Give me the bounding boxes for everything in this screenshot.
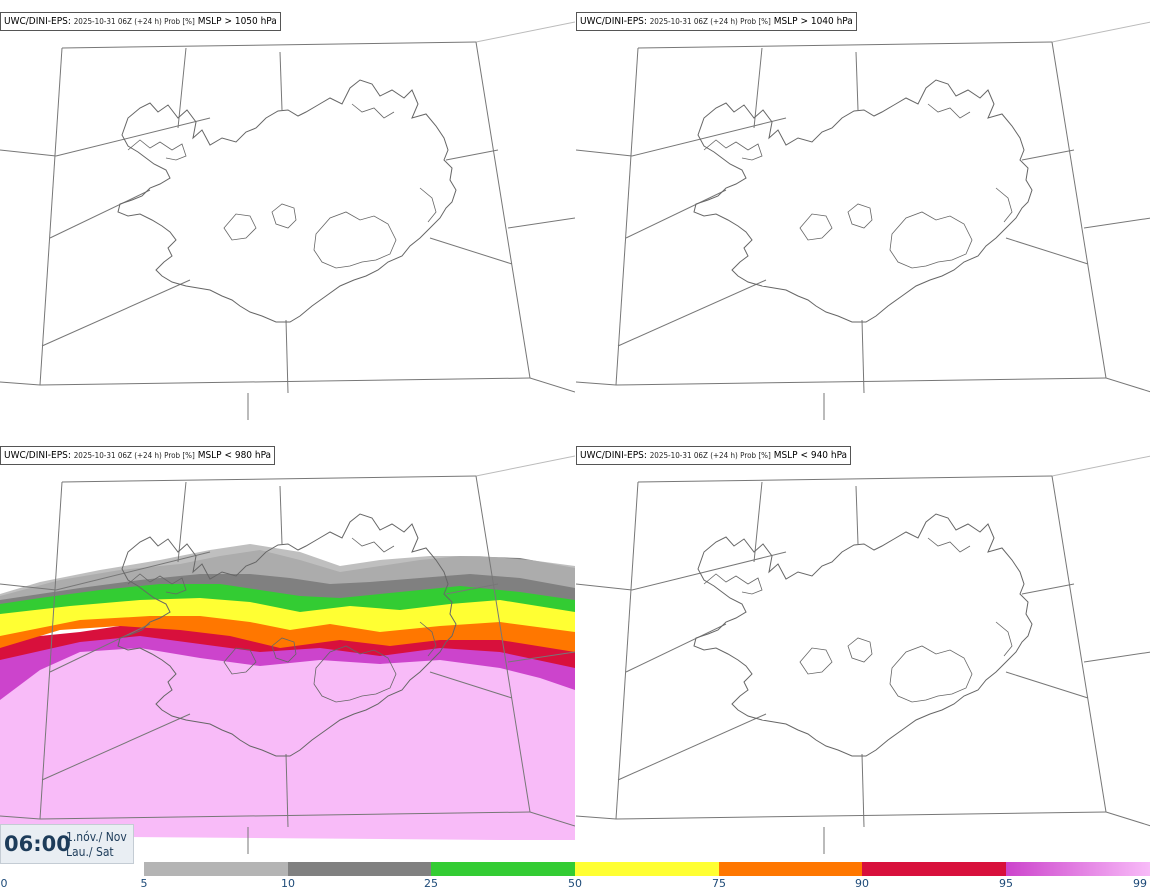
panel-title-2: UWC/DINI-EPS: 2025-10-31 06Z (+24 h) Pro… <box>576 12 857 31</box>
prob-band-95-99 <box>0 632 575 840</box>
legend-tick-0: 0 <box>0 877 8 890</box>
legend-bin-25-50 <box>431 862 575 876</box>
valid-date-line2: Lau./ Sat <box>66 845 114 859</box>
run-label: 2025-10-31 06Z (+24 h) Prob [%] <box>73 451 195 460</box>
valid-time: 06:00 <box>4 832 71 856</box>
prob-band-5 <box>0 544 575 600</box>
map-1 <box>0 21 575 421</box>
legend-bin-90-95 <box>862 862 1006 876</box>
panel-title-3: UWC/DINI-EPS: 2025-10-31 06Z (+24 h) Pro… <box>0 446 276 465</box>
legend-bin-50-75 <box>575 862 719 876</box>
color-legend: 0 5 10 25 50 75 90 95 99 <box>0 862 1150 891</box>
legend-tick-10: 10 <box>281 877 295 890</box>
map-panel-1: UWC/DINI-EPS: 2025-10-31 06Z (+24 h) Pro… <box>0 0 575 430</box>
param-label: MSLP > 1050 hPa <box>197 16 277 27</box>
panel-title-4: UWC/DINI-EPS: 2025-10-31 06Z (+24 h) Pro… <box>576 446 852 465</box>
valid-time-box: 06:00 1.nóv./ Nov Lau./ Sat <box>0 824 134 864</box>
map-panel-2: UWC/DINI-EPS: 2025-10-31 06Z (+24 h) Pro… <box>576 0 1150 430</box>
run-label: 2025-10-31 06Z (+24 h) Prob [%] <box>649 451 771 460</box>
valid-date: 1.nóv./ Nov Lau./ Sat <box>66 830 127 860</box>
map-panel-3: UWC/DINI-EPS: 2025-10-31 06Z (+24 h) Pro… <box>0 434 575 860</box>
model-label: UWC/DINI-EPS <box>4 450 68 461</box>
run-label: 2025-10-31 06Z (+24 h) Prob [%] <box>73 17 195 26</box>
legend-bin-10-25 <box>288 862 431 876</box>
legend-tick-5: 5 <box>140 877 148 890</box>
map-3 <box>0 455 575 855</box>
legend-tick-99: 99 <box>1133 877 1147 890</box>
map-panel-4: UWC/DINI-EPS: 2025-10-31 06Z (+24 h) Pro… <box>576 434 1150 860</box>
legend-bin-95-99 <box>1006 862 1150 876</box>
legend-tick-25: 25 <box>424 877 438 890</box>
legend-bin-75-90 <box>719 862 862 876</box>
run-label: 2025-10-31 06Z (+24 h) Prob [%] <box>649 17 771 26</box>
model-label: UWC/DINI-EPS <box>580 16 644 27</box>
map-2 <box>576 21 1150 421</box>
legend-tick-90: 90 <box>855 877 869 890</box>
param-label: MSLP < 940 hPa <box>773 450 848 461</box>
model-label: UWC/DINI-EPS <box>580 450 644 461</box>
legend-bin-5-10 <box>144 862 288 876</box>
panel-title-1: UWC/DINI-EPS: 2025-10-31 06Z (+24 h) Pro… <box>0 12 281 31</box>
param-label: MSLP > 1040 hPa <box>773 16 853 27</box>
legend-tick-75: 75 <box>712 877 726 890</box>
legend-tick-95: 95 <box>999 877 1013 890</box>
legend-tick-50: 50 <box>568 877 582 890</box>
valid-date-line1: 1.nóv./ Nov <box>66 830 127 844</box>
param-label: MSLP < 980 hPa <box>197 450 272 461</box>
map-4 <box>576 455 1150 855</box>
model-label: UWC/DINI-EPS <box>4 16 68 27</box>
